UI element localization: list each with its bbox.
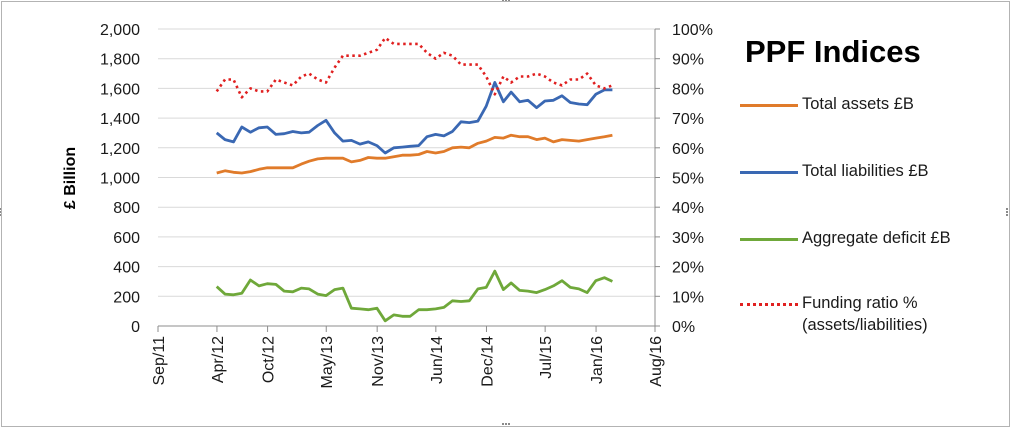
resize-handle-right[interactable] <box>1006 208 1011 217</box>
chart-title: PPF Indices <box>745 34 921 69</box>
series-line-1 <box>215 81 613 155</box>
legend-swatch <box>740 303 798 306</box>
y-tick-label: 1,600 <box>100 81 140 98</box>
legend-item: Total liabilities £B <box>740 162 1000 207</box>
y2-tick-label: 10% <box>672 289 704 306</box>
y2-tick-label: 90% <box>672 52 704 69</box>
y-tick-label: 200 <box>113 289 140 306</box>
y-tick-label: 1,400 <box>100 111 140 128</box>
legend-item: Funding ratio % (assets/liabilities) <box>740 294 1000 339</box>
y2-tick-label: 70% <box>672 111 704 128</box>
resize-handle-bottom[interactable] <box>502 423 511 428</box>
y2-tick-label: 50% <box>672 171 704 188</box>
x-tick-label: May/13 <box>319 336 336 389</box>
y2-tick-label: 20% <box>672 260 704 277</box>
chart-frame[interactable] <box>0 0 1011 428</box>
legend-item: Total assets £B <box>740 95 1000 140</box>
x-tick-label: Jul/15 <box>538 336 555 379</box>
y-tick-label: 1,200 <box>100 141 140 158</box>
y2-tick-label: 40% <box>672 200 704 217</box>
line-chart: 0 0% 200 10% 400 20% 600 30% 800 40% 1,000 50% 1,200… <box>62 22 713 388</box>
y2-tick-label: 80% <box>672 81 704 98</box>
series-lines <box>215 36 613 323</box>
legend-item: Aggregate deficit £B <box>740 229 1000 274</box>
legend-swatch <box>740 171 798 174</box>
series-line-2 <box>215 269 613 323</box>
legend-swatch <box>740 104 798 107</box>
y-tick-label: 400 <box>113 260 140 277</box>
resize-handle-left[interactable] <box>0 208 4 217</box>
y-tick-label: 2,000 <box>100 22 140 39</box>
x-tick-label: Jan/16 <box>589 336 606 384</box>
y-tick-label: 0 <box>131 319 140 336</box>
y2-tick-label: 60% <box>672 141 704 158</box>
x-tick-label: Aug/16 <box>648 336 665 387</box>
y-tick-label: 600 <box>113 230 140 247</box>
gridlines <box>158 28 655 297</box>
x-tick-label: Dec/14 <box>479 336 496 387</box>
legend-label: Total liabilities £B <box>802 162 929 180</box>
x-tick-label: Sep/11 <box>151 336 168 386</box>
x-tick-label: Apr/12 <box>210 336 227 383</box>
resize-handle-top[interactable] <box>502 0 511 4</box>
y-tick-label: 1,000 <box>100 171 140 188</box>
y-tick-label: 1,800 <box>100 52 140 69</box>
x-tick-label: Oct/12 <box>261 336 278 383</box>
legend-label: Aggregate deficit £B <box>802 229 951 247</box>
legend-label: Funding ratio % (assets/liabilities) <box>802 294 928 334</box>
y2-tick-label: 100% <box>672 22 713 39</box>
x-tick-label: Jun/14 <box>429 336 446 384</box>
y-tick-label: 800 <box>113 200 140 217</box>
series-line-0 <box>216 133 613 175</box>
tick-labels: 0 0% 200 10% 400 20% 600 30% 800 40% 1,000 50% 1,200… <box>100 22 713 388</box>
legend-label: Total assets £B <box>802 95 914 113</box>
axes <box>157 28 660 332</box>
y2-tick-label: 30% <box>672 230 704 247</box>
legend-swatch <box>740 238 798 241</box>
x-tick-label: Nov/13 <box>370 336 387 387</box>
y-axis-title: £ Billion <box>62 147 79 209</box>
y2-tick-label: 0% <box>672 319 695 336</box>
